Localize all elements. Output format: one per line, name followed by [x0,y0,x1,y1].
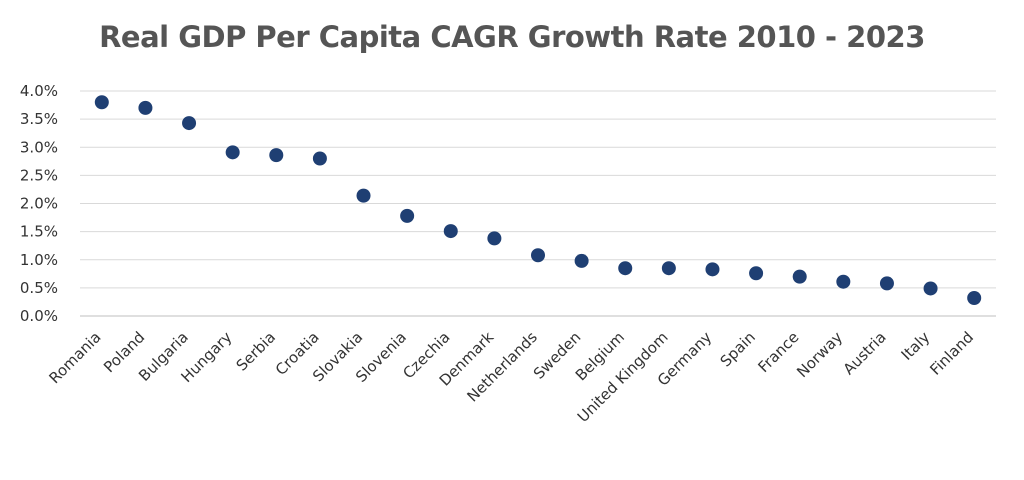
data-point [967,291,982,305]
data-point [836,274,851,289]
data-point [225,145,240,160]
data-point [574,253,589,268]
x-tick-label: Finland [926,328,977,379]
x-tick-label: Spain [717,328,759,370]
data-point [443,224,458,239]
y-tick-label: 0.5% [20,279,58,297]
data-point [94,95,109,110]
y-tick-label: 1.0% [20,251,58,269]
data-point [182,116,197,131]
data-point [487,231,502,246]
y-tick-label: 0.0% [20,307,58,325]
chart-title: Real GDP Per Capita CAGR Growth Rate 201… [99,20,925,54]
x-tick-label: Austria [840,328,890,378]
data-point [138,100,153,115]
data-point [269,148,284,163]
y-tick-label: 2.5% [20,166,58,184]
y-tick-label: 2.0% [20,195,58,213]
y-tick-label: 1.5% [20,223,58,241]
y-tick-label: 4.0% [20,82,58,100]
data-point [356,188,371,203]
data-point [400,208,415,223]
data-point [705,262,720,277]
data-point [531,248,545,263]
data-point [312,151,327,166]
x-tick-label: Norway [793,328,846,381]
data-point [879,276,894,291]
data-point [661,261,676,276]
data-point [618,261,633,276]
data-point [923,281,938,296]
data-point [792,269,807,284]
y-tick-label: 3.0% [20,138,58,156]
x-tick-label: Italy [898,328,934,364]
data-point [749,266,764,281]
y-tick-label: 3.5% [20,110,58,128]
x-tick-label: Romania [46,328,105,387]
